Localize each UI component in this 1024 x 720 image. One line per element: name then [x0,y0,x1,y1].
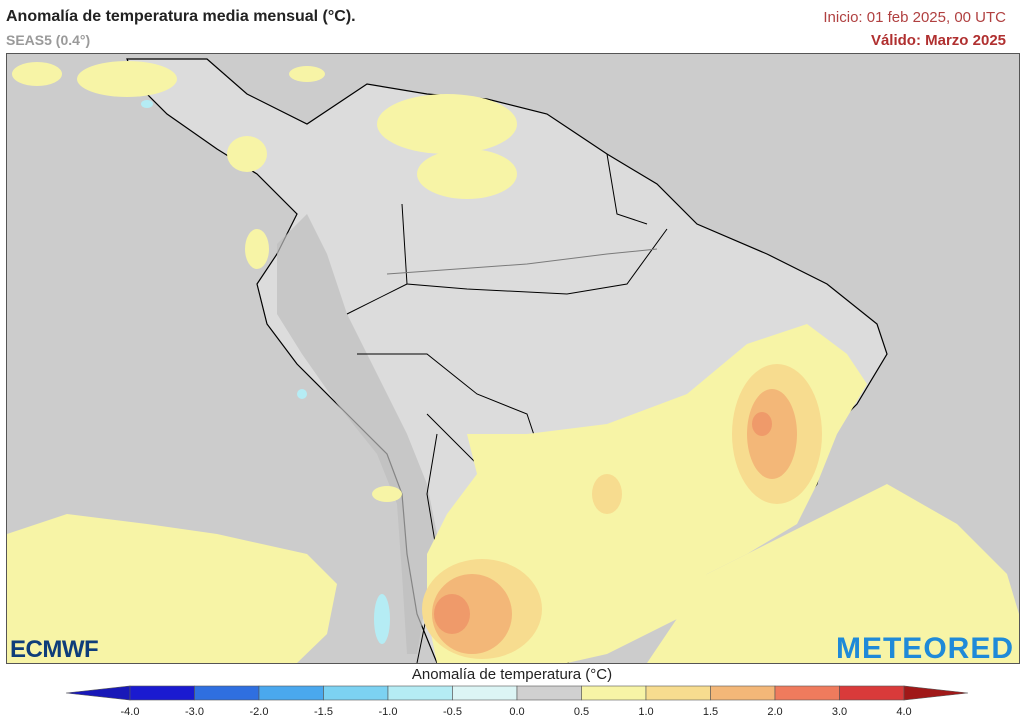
anomaly-map [6,53,1020,664]
colorbar-tick-label: 0.0 [509,706,525,718]
colorbar-tick-label: -3.0 [185,706,204,718]
colorbar-swatch [645,685,711,701]
colorbar [65,685,969,701]
colorbar-tick-label: -4.0 [120,706,140,718]
colorbar-tick-label: -2.0 [249,706,269,718]
colorbar-swatch [387,685,453,701]
colorbar-swatch [710,685,776,701]
anomaly-neg-1_0-0_5 [141,100,390,644]
map-title: Anomalía de temperatura media mensual (°… [6,8,356,25]
colorbar-tick-label: -1.0 [378,706,398,718]
colorbar-tick-label: 2.0 [767,706,783,718]
colorbar-arrow-right [903,685,969,701]
colorbar-arrow-left [65,685,131,701]
colorbar-swatch [323,685,389,701]
colorbar-tick-label: 4.0 [896,706,912,718]
south-america-map-svg [7,54,1019,663]
colorbar-tick-label: 0.5 [573,706,590,718]
valid-period: Válido: Marzo 2025 [870,32,1006,49]
model-subtitle: SEAS5 (0.4°) [6,32,91,48]
colorbar-swatch [452,685,518,701]
colorbar-swatch [581,685,647,701]
colorbar-swatch [774,685,840,701]
colorbar-title: Anomalía de temperatura (°C) [411,666,613,683]
ecmwf-logo: ECMWF [10,636,99,663]
colorbar-swatch [839,685,905,701]
init-date: Inicio: 01 feb 2025, 00 UTC [823,9,1006,26]
colorbar-swatch [516,685,582,701]
colorbar-tick-label: -1.5 [314,706,333,718]
colorbar-tick-label: 1.5 [702,706,719,718]
colorbar-tick-label: 3.0 [831,706,848,718]
colorbar-tick-label: 1.0 [638,706,654,718]
colorbar-swatch [194,685,260,701]
colorbar-swatch [258,685,324,701]
colorbar-tick-label: -0.5 [443,706,462,718]
anomaly-2_0-3_0 [434,412,772,634]
meteored-logo: METEORED [835,632,1014,665]
colorbar-swatch [129,685,195,701]
